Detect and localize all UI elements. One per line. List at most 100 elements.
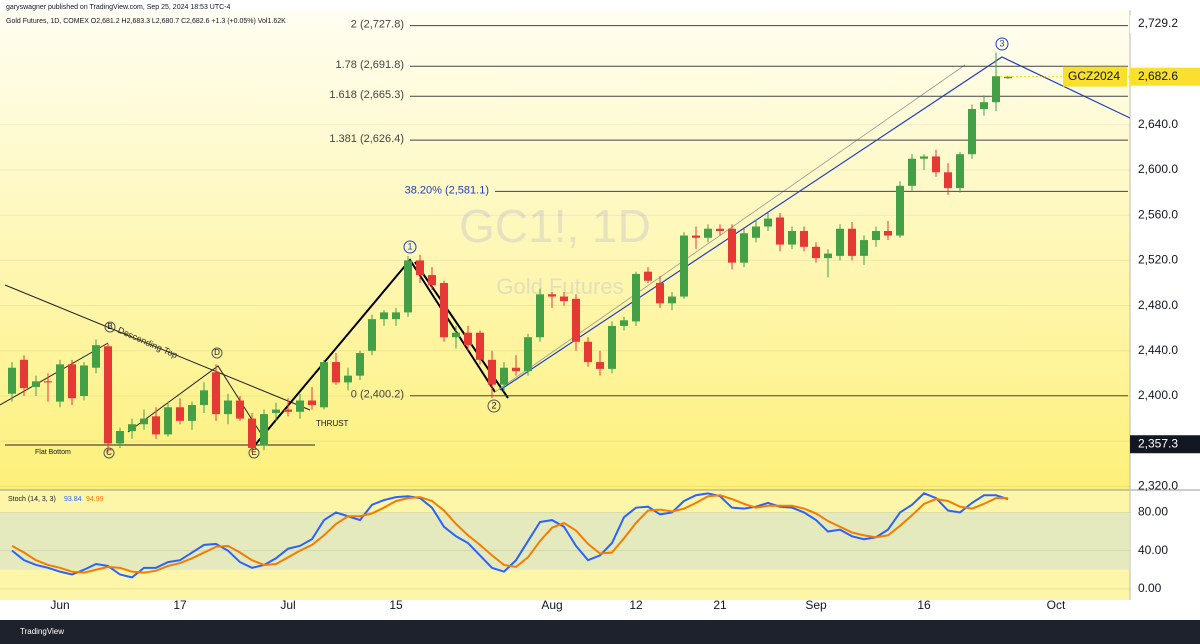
candle-body — [44, 381, 52, 383]
wave-marker — [995, 37, 1009, 51]
annotation: Flat Bottom — [35, 449, 71, 456]
x-tick-label: 12 — [629, 598, 643, 612]
footer: TradingView — [20, 627, 64, 636]
x-tick-label: 15 — [389, 598, 403, 612]
candle-body — [836, 228, 844, 256]
candle-body — [776, 217, 784, 245]
y-tick-label: 2,560.0 — [1138, 207, 1178, 221]
candle-body — [980, 102, 988, 109]
candle-body — [608, 325, 616, 369]
candle-body — [692, 235, 700, 238]
candle-body — [896, 185, 904, 236]
candle-body — [908, 158, 916, 186]
candle-body — [512, 367, 520, 372]
candle-body — [176, 407, 184, 421]
y-tick-label: 80.00 — [1138, 505, 1168, 519]
cursor-badge — [1130, 435, 1200, 454]
candle-body — [572, 298, 580, 342]
pattern-label: D — [214, 348, 220, 357]
candle-body — [248, 418, 256, 448]
y-tick-label: 2,480.0 — [1138, 298, 1178, 312]
candle-body — [224, 400, 232, 415]
pattern-label: B — [107, 322, 112, 331]
candle-body — [320, 362, 328, 408]
candle-body — [824, 253, 832, 259]
candle-body — [872, 231, 880, 241]
candle-body — [764, 218, 772, 227]
x-tick-label: 17 — [173, 598, 187, 612]
candle-body — [560, 296, 568, 302]
wave-label: 1 — [407, 241, 412, 251]
candle-body — [548, 294, 556, 297]
candle-body — [728, 228, 736, 263]
candle-body — [20, 359, 28, 389]
candle-body — [92, 345, 100, 368]
fib-label: 38.20% (2,581.1) — [405, 184, 489, 196]
pattern-marker — [248, 447, 260, 459]
candle-body — [68, 364, 76, 399]
wave-line — [127, 365, 266, 441]
candle-body — [680, 235, 688, 297]
wave-line — [499, 56, 1131, 391]
last-price-badge — [1130, 67, 1200, 86]
pattern-label: E — [251, 448, 256, 457]
stoch-k-value: 93.84 — [64, 496, 82, 503]
stoch-line — [11, 494, 1009, 574]
candle-body — [524, 337, 532, 372]
candle-body — [344, 375, 352, 383]
candle-body — [80, 365, 88, 396]
candle-body — [464, 332, 472, 346]
y-tick-label: 2,640.0 — [1138, 117, 1178, 131]
candle-body — [272, 409, 280, 413]
candle-body — [260, 414, 268, 446]
high-badge — [1130, 15, 1200, 34]
candle-body — [404, 260, 412, 313]
candle-body — [236, 400, 244, 419]
candle-body — [104, 346, 112, 444]
x-tick-label: Jul — [280, 598, 295, 612]
y-tick-label: 0.00 — [1138, 581, 1162, 595]
candle-body — [848, 228, 856, 256]
candle-body — [116, 431, 124, 444]
candle-body — [596, 362, 604, 369]
fib-label: 1.618 (2,665.3) — [329, 89, 404, 101]
cursor-badge-label: 2,357.3 — [1138, 436, 1178, 450]
y-tick-label: 2,600.0 — [1138, 162, 1178, 176]
candle-body — [884, 231, 892, 236]
wave-line — [254, 258, 496, 446]
candle-body — [992, 76, 1000, 103]
candle-body — [488, 359, 496, 385]
candle-body — [740, 233, 748, 263]
y-tick-label: 2,440.0 — [1138, 343, 1178, 357]
footer-bar — [0, 620, 1200, 644]
wave-marker — [403, 240, 417, 254]
x-tick-label: 21 — [713, 598, 727, 612]
legend: Gold Futures, 1D, COMEX O2,681.2 H2,683.… — [6, 18, 286, 25]
y-tick-label: 2,520.0 — [1138, 253, 1178, 267]
header: garyswagner published on TradingView.com… — [6, 4, 231, 11]
candle-body — [668, 296, 676, 304]
candle-body — [452, 332, 460, 338]
candle-body — [752, 226, 760, 238]
candle-body — [716, 228, 724, 232]
candle-body — [656, 282, 664, 304]
candle-body — [632, 273, 640, 322]
watermark-sub: Gold Futures — [496, 274, 623, 299]
candle-body — [536, 294, 544, 338]
candle-body — [428, 275, 436, 286]
annotation: THRUST — [316, 419, 349, 428]
y-tick-label: 2,320.0 — [1138, 479, 1178, 493]
pattern-marker — [104, 321, 116, 333]
candle-body — [500, 367, 508, 385]
candle-body — [968, 108, 976, 155]
pattern-label: C — [106, 448, 112, 457]
candle-body — [704, 228, 712, 238]
candle-body — [152, 416, 160, 435]
candle-body — [56, 364, 64, 402]
wave-label: 3 — [999, 38, 1004, 48]
candle-body — [1004, 76, 1012, 79]
candle-body — [920, 156, 928, 159]
wave-label: 2 — [491, 400, 496, 410]
descending-top-line — [4, 284, 311, 411]
